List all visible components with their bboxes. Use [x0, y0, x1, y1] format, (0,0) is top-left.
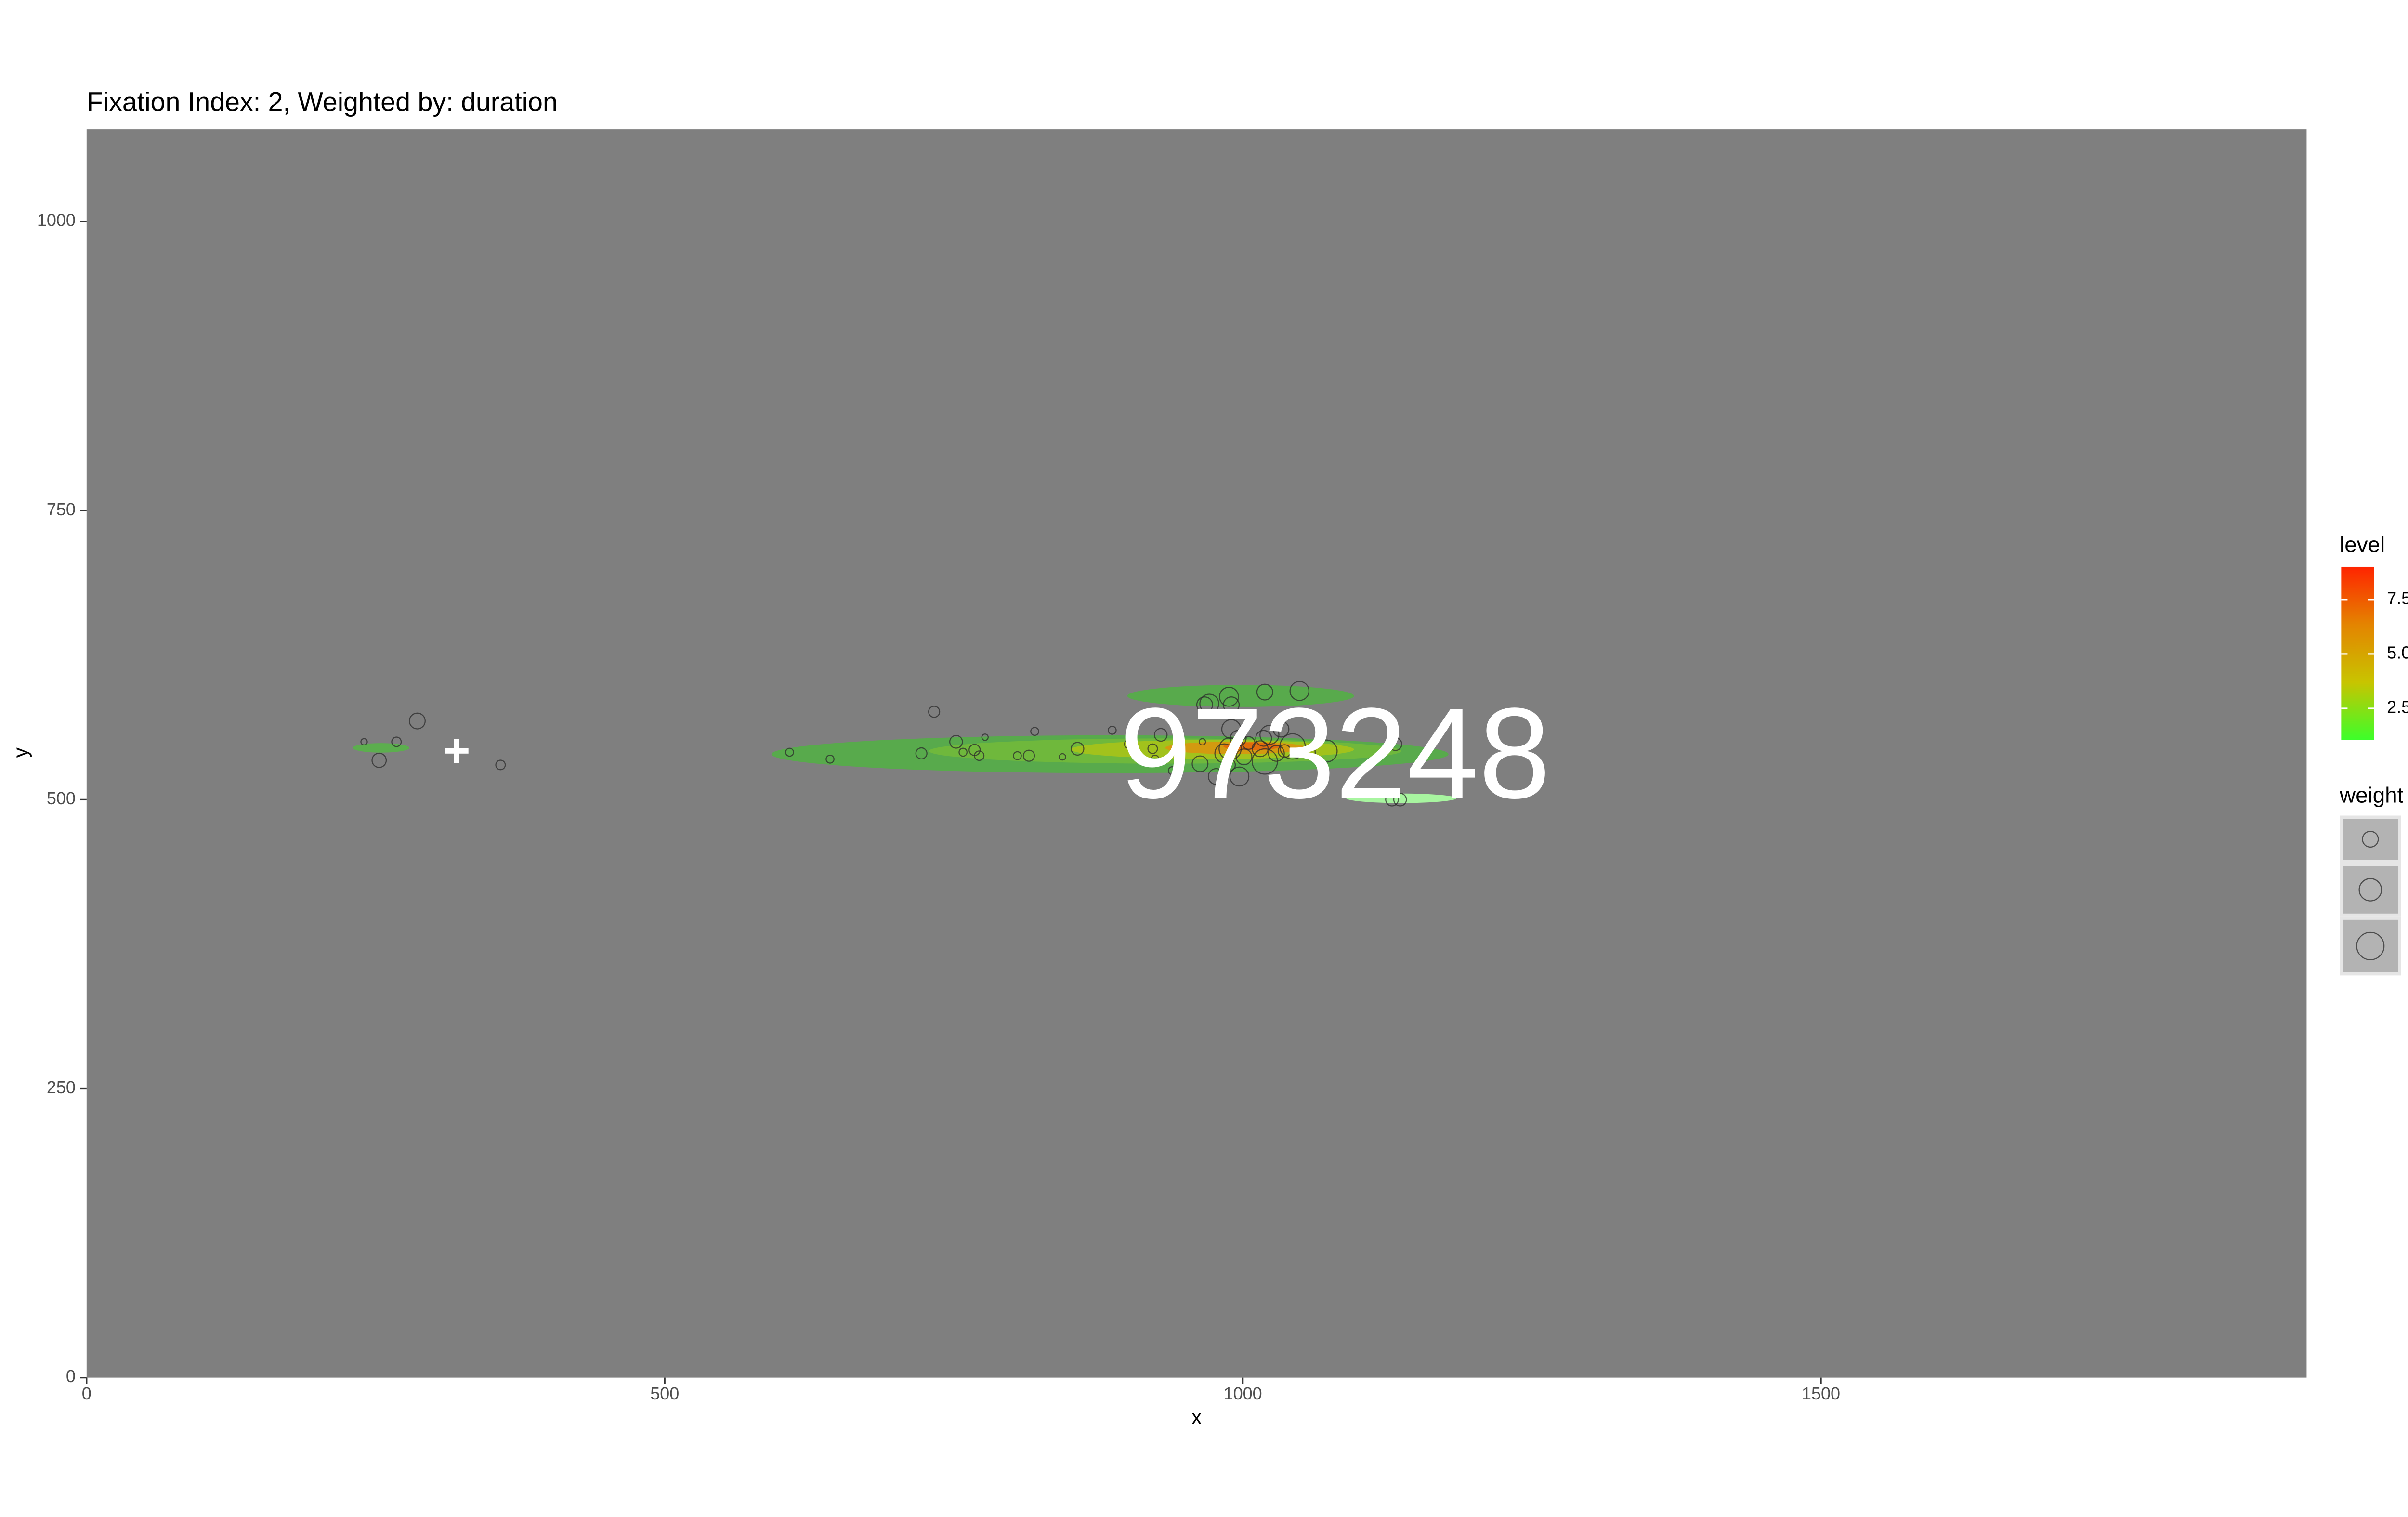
point — [1167, 766, 1177, 775]
point — [391, 736, 402, 747]
point — [1214, 743, 1235, 764]
x-tick-label: 1500 — [1802, 1384, 1840, 1403]
point — [1071, 742, 1085, 756]
point — [1259, 725, 1280, 745]
point — [1153, 728, 1168, 742]
point — [1199, 693, 1219, 714]
point — [1314, 739, 1338, 763]
point — [1223, 696, 1240, 714]
y-tick-label: 0 — [66, 1366, 76, 1386]
point — [408, 712, 426, 730]
legend-symbol — [2356, 931, 2385, 960]
point — [1147, 743, 1158, 754]
density-region — [1127, 685, 1354, 707]
point — [1013, 751, 1022, 760]
point — [1207, 768, 1225, 785]
point — [1235, 748, 1253, 766]
annotation: 973248 — [1120, 680, 1551, 825]
legend-label: 7.5e-05 — [2387, 588, 2408, 608]
annotation: + — [443, 724, 470, 777]
point — [1279, 733, 1306, 760]
y-tick-label: 750 — [47, 499, 76, 519]
point — [949, 735, 963, 749]
point — [1124, 739, 1133, 749]
point — [928, 706, 941, 718]
point — [1255, 730, 1272, 747]
point — [1388, 737, 1402, 751]
x-tick-label: 1000 — [1224, 1384, 1262, 1403]
chart-title: Fixation Index: 2, Weighted by: duration — [87, 87, 558, 117]
point — [958, 747, 968, 757]
y-axis-label: y — [10, 747, 32, 758]
point — [1108, 726, 1117, 735]
point — [1219, 686, 1239, 707]
points — [360, 680, 1407, 807]
point — [360, 738, 368, 746]
point — [785, 747, 794, 757]
y-tick-label: 1000 — [37, 210, 76, 230]
point — [1150, 755, 1160, 764]
point — [1022, 749, 1035, 762]
point — [1198, 738, 1206, 746]
density-region — [353, 743, 409, 753]
legend-key — [2340, 815, 2401, 863]
x-tick-label: 0 — [82, 1384, 92, 1403]
point — [1385, 793, 1399, 807]
point — [1256, 683, 1273, 701]
legend-symbol — [2362, 831, 2379, 848]
density-region — [1346, 793, 1457, 803]
point — [974, 750, 985, 761]
x-tick-label: 500 — [650, 1384, 679, 1403]
legend-symbol — [2358, 878, 2382, 902]
point — [1230, 730, 1247, 747]
point — [981, 733, 989, 741]
point — [1268, 745, 1285, 762]
legend-label: 5.0e-05 — [2387, 642, 2408, 662]
point — [1277, 744, 1292, 758]
point — [1196, 696, 1213, 714]
point — [1289, 680, 1310, 701]
y-tick-label: 250 — [47, 1077, 76, 1097]
density-region — [1223, 742, 1280, 750]
point — [1222, 758, 1236, 772]
point — [1191, 755, 1209, 772]
point — [1059, 753, 1066, 761]
legend-label: 2.5e-05 — [2387, 697, 2408, 717]
legend-title: weight — [2339, 783, 2404, 807]
point — [915, 747, 928, 759]
legend-key — [2340, 916, 2401, 976]
point — [1272, 720, 1290, 738]
point — [1393, 793, 1407, 807]
point — [495, 759, 506, 771]
x-axis-label: x — [1191, 1406, 1202, 1429]
point — [825, 755, 835, 764]
point — [1221, 719, 1242, 739]
point — [1229, 766, 1250, 787]
y-tick-label: 500 — [47, 788, 76, 808]
point — [1030, 727, 1039, 736]
legend-key — [2340, 863, 2401, 917]
legend-title: level — [2340, 533, 2385, 557]
point — [371, 752, 387, 768]
